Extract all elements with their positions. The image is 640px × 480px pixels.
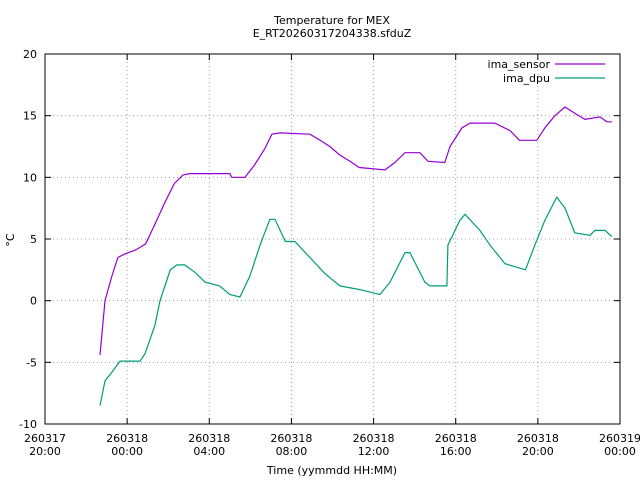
x-tick-label: 260318 08:00 bbox=[270, 432, 312, 458]
x-tick-label: 260318 12:00 bbox=[353, 432, 395, 458]
y-axis-label: °C bbox=[4, 233, 17, 247]
x-tick-label: 260317 20:00 bbox=[24, 432, 66, 458]
chart-title: Temperature for MEX bbox=[273, 14, 390, 27]
chart-subtitle: E_RT20260317204338.sfduZ bbox=[253, 27, 412, 40]
legend-label: ima_sensor bbox=[488, 58, 551, 71]
y-tick-label: 10 bbox=[23, 171, 37, 184]
x-tick-label: 260319 00:00 bbox=[599, 432, 640, 458]
x-tick-label: 260318 16:00 bbox=[435, 432, 477, 458]
y-tick-label: 15 bbox=[23, 110, 37, 123]
legend-label: ima_dpu bbox=[503, 72, 550, 85]
x-tick-label: 260318 04:00 bbox=[188, 432, 230, 458]
y-tick-label: 5 bbox=[30, 233, 37, 246]
y-tick-label: -5 bbox=[26, 356, 37, 369]
y-tick-label: -10 bbox=[19, 418, 37, 431]
y-tick-label: 0 bbox=[30, 295, 37, 308]
y-tick-label: 20 bbox=[23, 48, 37, 61]
data-line bbox=[99, 106, 612, 355]
plot-border bbox=[44, 53, 621, 425]
x-tick-label: 260318 00:00 bbox=[106, 432, 148, 458]
data-line bbox=[99, 195, 613, 406]
x-axis-label: Time (yymmdd HH:MM) bbox=[266, 464, 397, 477]
x-tick-label: 260318 20:00 bbox=[517, 432, 559, 458]
